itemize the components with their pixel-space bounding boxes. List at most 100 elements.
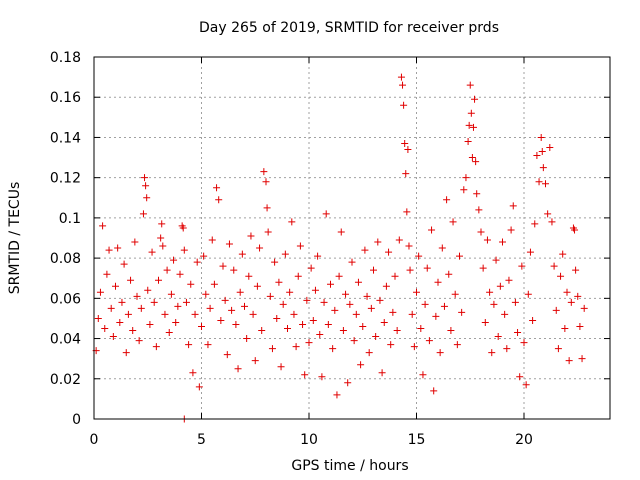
data-point xyxy=(374,238,382,246)
data-point xyxy=(247,232,255,240)
data-point xyxy=(344,379,352,387)
data-point xyxy=(268,345,276,353)
data-point xyxy=(469,123,477,131)
data-point xyxy=(578,355,586,363)
data-point xyxy=(329,345,337,353)
data-point xyxy=(464,137,472,145)
data-point xyxy=(296,242,304,250)
data-point xyxy=(135,337,143,345)
data-point xyxy=(359,322,367,330)
data-point xyxy=(258,327,266,335)
data-point xyxy=(494,333,502,341)
data-point xyxy=(400,101,408,109)
data-point xyxy=(187,280,195,288)
x-tick-label: 20 xyxy=(515,432,533,448)
data-point xyxy=(576,322,584,330)
data-point xyxy=(438,244,446,252)
data-point xyxy=(529,316,537,324)
data-point xyxy=(249,310,257,318)
data-point xyxy=(120,260,128,268)
data-point xyxy=(142,182,150,190)
data-point xyxy=(127,276,135,284)
data-point xyxy=(335,272,343,280)
data-point xyxy=(531,220,539,228)
data-point xyxy=(385,248,393,256)
data-point xyxy=(266,292,274,300)
data-point xyxy=(522,381,530,389)
data-point xyxy=(486,288,494,296)
data-point xyxy=(535,178,543,186)
data-point xyxy=(260,168,268,176)
data-point xyxy=(467,109,475,117)
data-point xyxy=(281,250,289,258)
data-point xyxy=(475,206,483,214)
data-point xyxy=(552,306,560,314)
data-point xyxy=(357,361,365,369)
data-point xyxy=(327,280,334,288)
data-point xyxy=(538,148,546,156)
data-point xyxy=(483,236,491,244)
data-point xyxy=(139,210,147,218)
data-point xyxy=(559,250,567,258)
data-point xyxy=(105,246,113,254)
data-point xyxy=(370,266,377,274)
data-point xyxy=(333,391,341,399)
data-point xyxy=(445,270,453,278)
data-point xyxy=(318,373,326,381)
data-point xyxy=(492,256,500,264)
y-tick-label: 0.06 xyxy=(50,291,81,307)
data-point xyxy=(208,236,216,244)
data-point xyxy=(155,276,162,284)
data-point xyxy=(116,318,124,326)
data-point xyxy=(172,318,180,326)
data-point xyxy=(378,369,386,377)
data-point xyxy=(524,290,532,298)
data-point xyxy=(275,278,283,286)
data-point xyxy=(243,335,251,343)
data-point xyxy=(509,202,517,210)
tick-marks xyxy=(93,56,610,420)
data-point xyxy=(273,314,281,322)
data-point xyxy=(565,357,573,365)
data-point xyxy=(499,238,506,246)
data-point xyxy=(253,282,261,290)
data-point xyxy=(352,310,360,318)
data-point xyxy=(339,327,347,335)
data-point xyxy=(572,266,580,274)
data-point xyxy=(421,300,429,308)
data-point xyxy=(382,282,390,290)
data-point xyxy=(305,339,313,347)
data-point xyxy=(200,252,208,260)
x-tick-label: 0 xyxy=(90,432,99,448)
data-point xyxy=(346,300,354,308)
data-point xyxy=(401,139,409,147)
data-point xyxy=(124,310,132,318)
data-point xyxy=(402,170,410,178)
data-point xyxy=(309,316,317,324)
data-point xyxy=(238,250,246,258)
data-point xyxy=(544,210,552,218)
data-point xyxy=(403,208,411,216)
data-point xyxy=(408,310,416,318)
data-point xyxy=(550,262,558,270)
y-tick-label: 0.04 xyxy=(50,332,81,348)
data-point xyxy=(219,262,227,270)
data-point xyxy=(112,282,119,290)
data-point xyxy=(406,266,414,274)
data-points xyxy=(92,73,588,423)
data-point xyxy=(449,218,457,226)
data-point xyxy=(511,298,519,306)
data-point xyxy=(397,73,405,81)
data-point xyxy=(460,186,468,194)
data-point xyxy=(182,298,190,306)
data-point xyxy=(114,244,122,252)
data-point xyxy=(389,308,397,316)
data-point xyxy=(331,306,339,314)
data-point xyxy=(425,337,433,345)
data-point xyxy=(223,351,231,359)
data-point xyxy=(507,226,515,234)
data-point xyxy=(264,228,272,236)
data-point xyxy=(458,308,466,316)
data-point xyxy=(165,329,173,337)
